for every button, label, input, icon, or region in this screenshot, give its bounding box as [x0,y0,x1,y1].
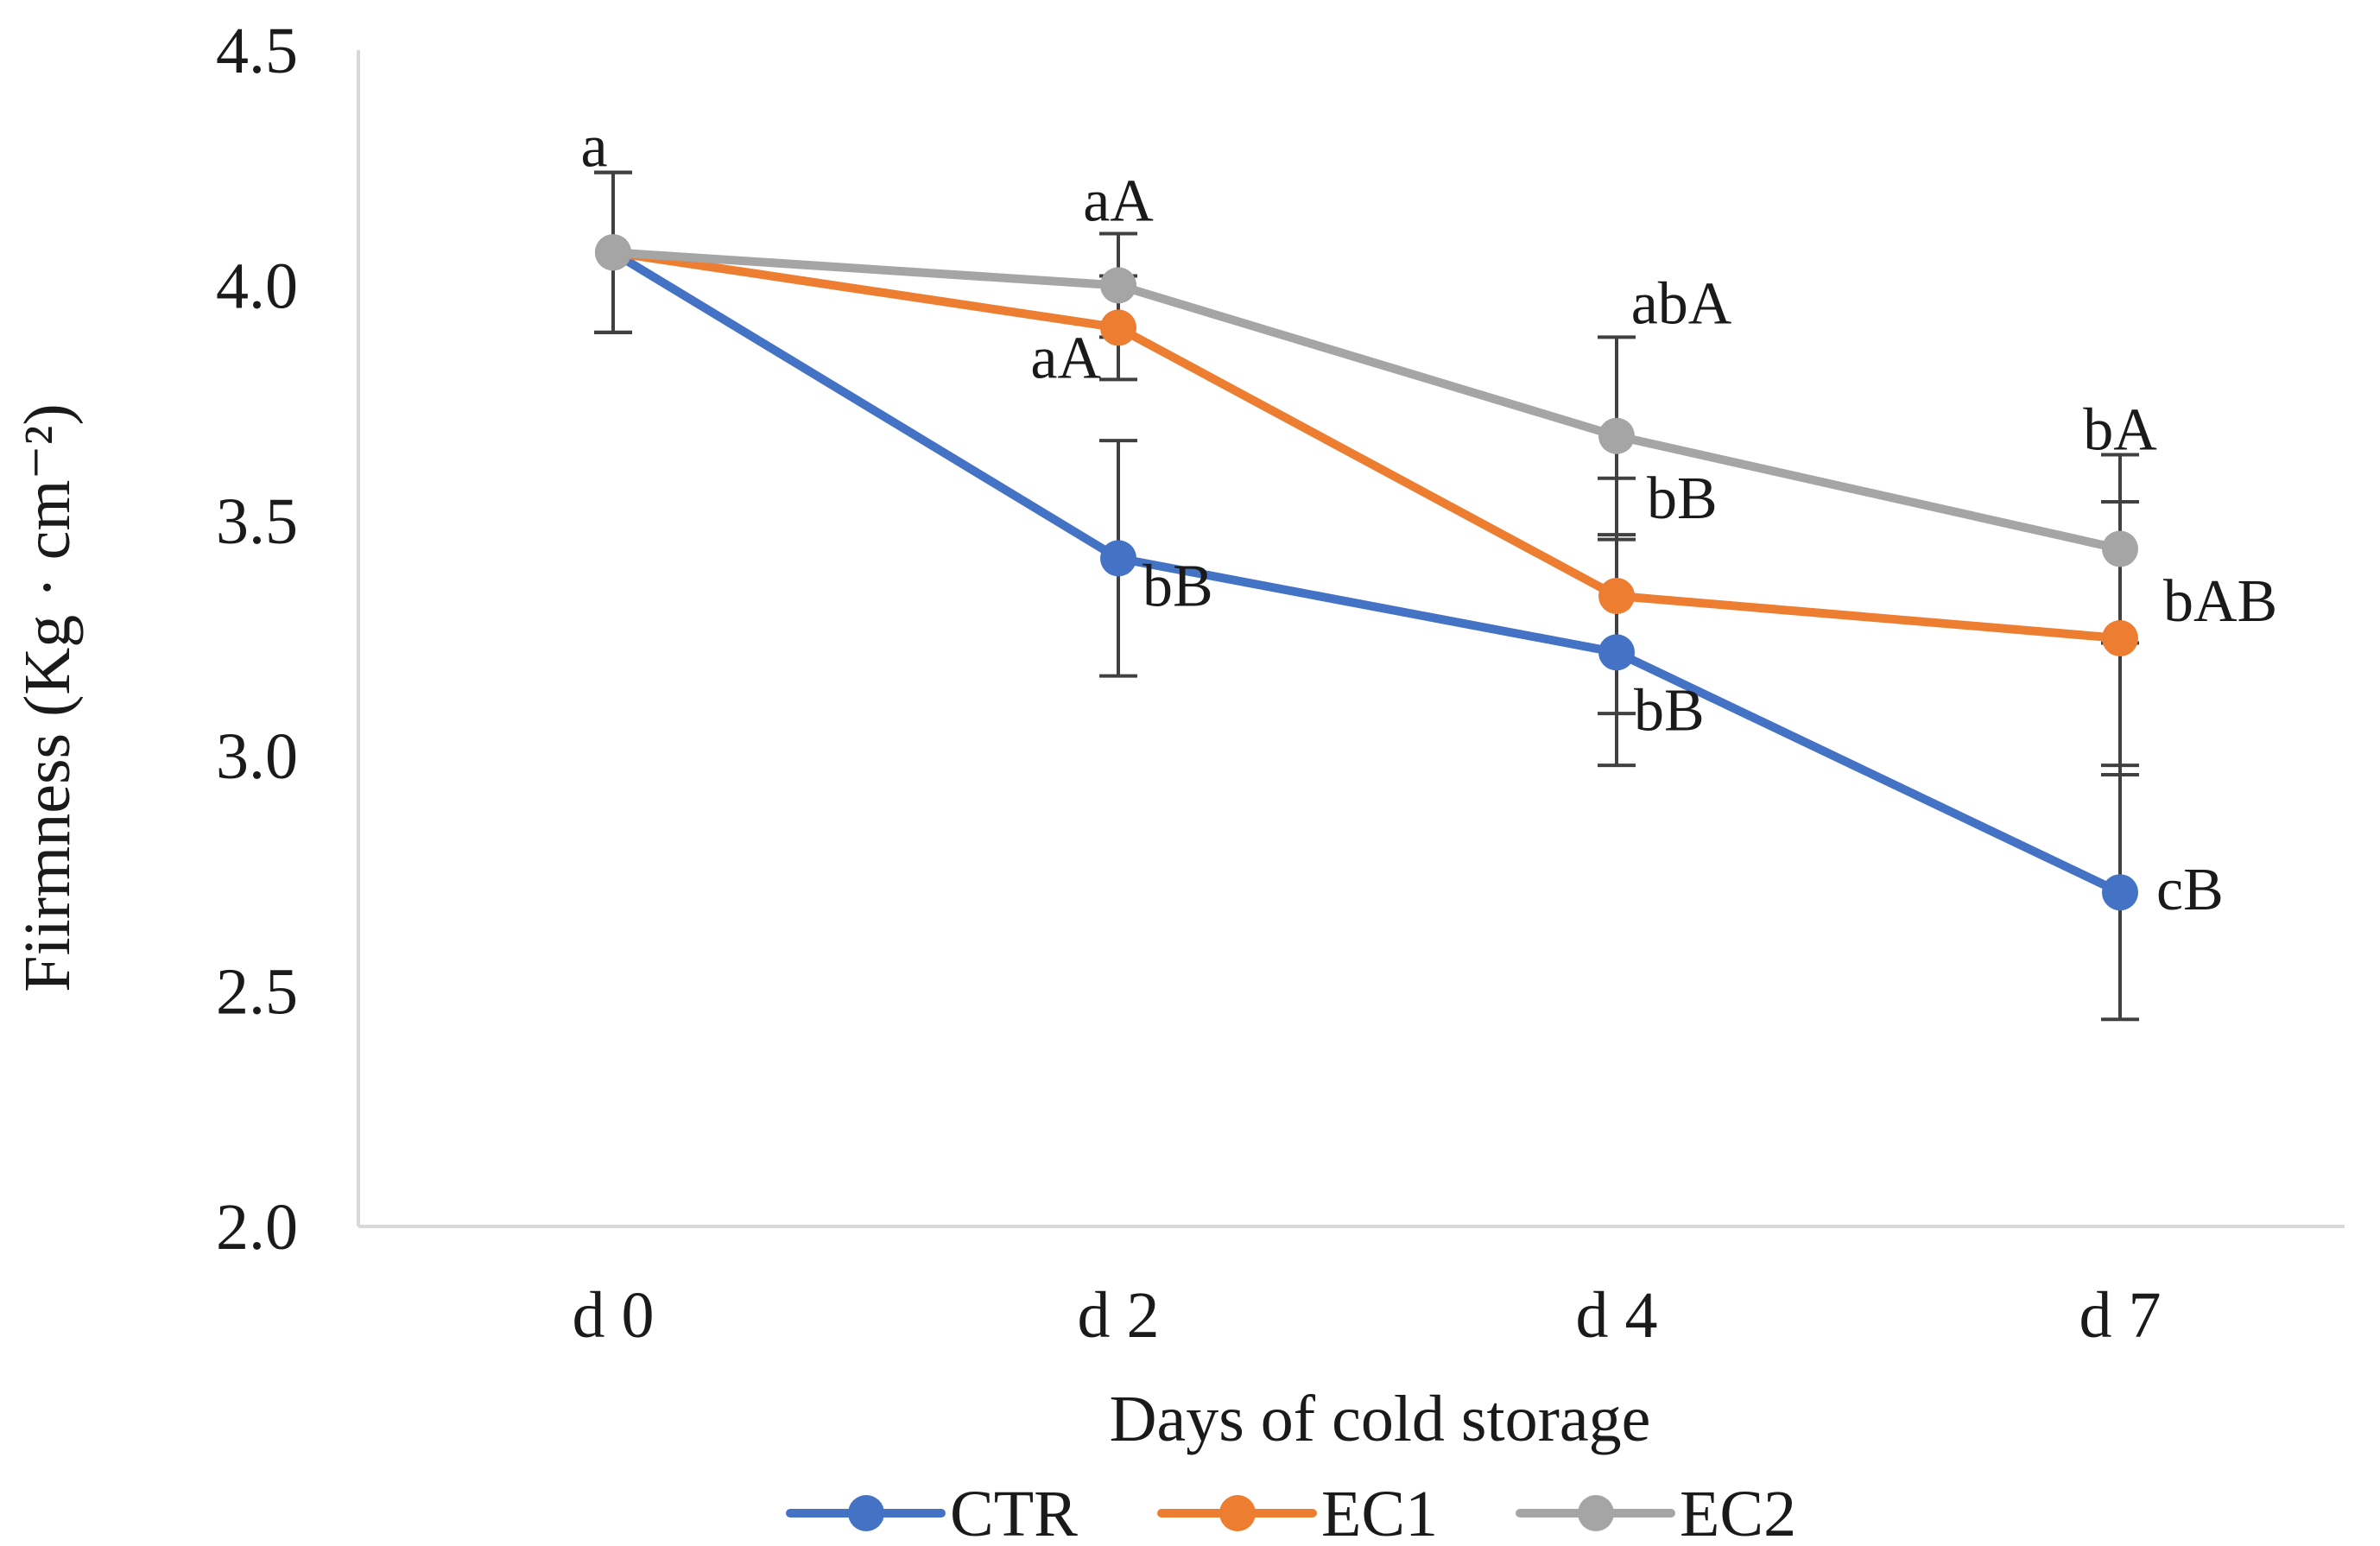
significance-label: bA [2083,396,2157,463]
legend-item-ec2: EC2 [1516,1478,1796,1546]
data-point-ec1 [1100,309,1136,346]
legend-label: EC2 [1680,1478,1796,1542]
data-point-ec1 [1598,577,1635,614]
x-tick-label: d 7 [2079,1279,2162,1352]
data-point-ec2 [595,234,631,271]
series-line-ctr [609,248,2124,897]
y-tick-label: 2.0 [216,1191,298,1264]
y-tick-label: 3.5 [216,485,298,558]
significance-label: cB [2156,857,2224,923]
series-line-ec2 [609,248,2124,554]
data-point-ctr [1598,634,1635,671]
legend-label: CTR [950,1478,1078,1542]
x-tick-label: d 2 [1078,1279,1160,1352]
data-point-ctr [1100,540,1136,577]
data-point-ec1 [2102,620,2138,656]
significance-label: a [580,113,607,180]
significance-label: abA [1631,271,1732,338]
significance-label: bB [1143,553,1213,619]
y-tick-label: 4.5 [216,15,298,87]
legend-item-ctr: CTR [786,1478,1078,1546]
legend-label: EC1 [1321,1478,1438,1542]
x-axis-title: Days of cold storage [1110,1383,1651,1455]
significance-label: aA [1083,168,1154,234]
legend-item-ec1: EC1 [1157,1478,1438,1546]
y-axis-title: Fiirmness (Kg · cm⁻²) [11,403,84,992]
data-point-ec2 [1598,417,1635,454]
y-tick-label: 4.0 [216,250,298,322]
significance-label: bAB [2163,568,2277,635]
series-line-ec1 [609,248,2124,643]
data-point-ec2 [1100,267,1136,304]
legend-marker-swatch [1578,1495,1614,1531]
y-tick-label: 2.5 [216,956,298,1029]
significance-label: aA [1030,325,1101,391]
x-tick-label: d 4 [1576,1279,1658,1352]
x-tick-label: d 0 [573,1279,655,1352]
data-point-ctr [2102,874,2138,911]
y-tick-label: 3.0 [216,720,298,793]
significance-label: bB [1647,466,1718,532]
significance-label: bB [1634,677,1705,744]
data-point-ec2 [2102,530,2138,567]
legend-marker-swatch [1219,1495,1256,1531]
legend-marker-swatch [848,1495,884,1531]
